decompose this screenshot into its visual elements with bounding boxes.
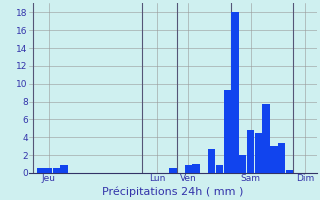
Bar: [270, 146, 277, 173]
Bar: [192, 164, 200, 173]
Bar: [224, 90, 231, 173]
Bar: [60, 165, 68, 173]
Bar: [53, 168, 60, 173]
Bar: [45, 168, 52, 173]
Bar: [185, 165, 192, 173]
X-axis label: Précipitations 24h ( mm ): Précipitations 24h ( mm ): [102, 186, 244, 197]
Bar: [286, 170, 293, 173]
Bar: [247, 130, 254, 173]
Bar: [255, 133, 262, 173]
Bar: [216, 165, 223, 173]
Bar: [208, 149, 215, 173]
Bar: [239, 155, 246, 173]
Bar: [262, 104, 270, 173]
Bar: [278, 143, 285, 173]
Bar: [231, 12, 239, 173]
Bar: [37, 168, 44, 173]
Bar: [169, 168, 177, 173]
